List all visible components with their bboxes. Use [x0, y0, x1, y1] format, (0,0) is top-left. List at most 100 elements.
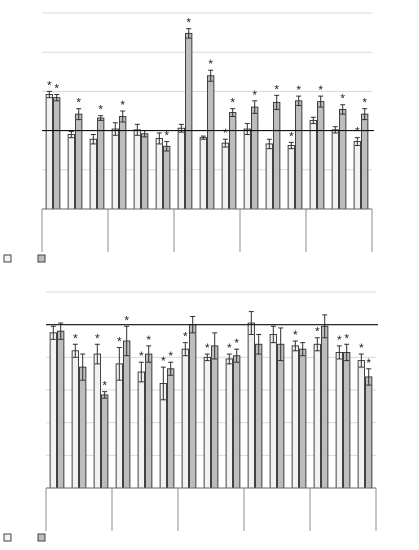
bar-48h: [277, 343, 285, 489]
bar-24h: [313, 343, 321, 489]
bar-48h: [233, 355, 241, 489]
significance-marker: *: [164, 129, 169, 143]
bar-24h: [243, 128, 251, 210]
bar-24h: [291, 345, 299, 489]
bar-48h: [123, 340, 131, 489]
significance-marker: *: [54, 82, 59, 96]
significance-marker: *: [186, 16, 191, 30]
bar-48h: [57, 330, 65, 489]
significance-marker: *: [183, 330, 188, 344]
significance-marker: *: [95, 331, 100, 345]
significance-marker: *: [296, 83, 301, 97]
bar-48h: [251, 106, 259, 210]
bar-24h: [199, 137, 207, 210]
bar-24h: [247, 322, 255, 489]
significance-marker: *: [161, 354, 166, 368]
bar-48h: [53, 97, 61, 210]
significance-marker: *: [227, 341, 232, 355]
bar-48h: [321, 325, 329, 489]
significance-marker: *: [252, 88, 257, 102]
bar-48h: [299, 348, 307, 489]
significance-marker: *: [98, 103, 103, 117]
bar-24h: [265, 143, 273, 210]
bar-48h: [207, 75, 215, 210]
bar-48h: [189, 324, 197, 489]
bar-48h: [75, 113, 83, 210]
bar-48h: [167, 368, 175, 489]
bar-24h: [45, 94, 53, 210]
bar-48h: [97, 117, 105, 210]
bar-48h: [185, 32, 193, 210]
bar-48h: [273, 101, 281, 210]
bar-24h: [49, 332, 57, 489]
significance-marker: *: [315, 325, 320, 339]
legend-swatch-48h: [37, 533, 46, 542]
bar-48h: [79, 366, 87, 489]
bar-24h: [115, 363, 123, 489]
bar-24h: [137, 371, 145, 489]
significance-marker: *: [223, 126, 228, 140]
bar-24h: [353, 141, 361, 210]
bar-24h: [71, 350, 79, 489]
significance-marker: *: [102, 379, 107, 393]
bar-48h: [343, 351, 351, 489]
bar-48h: [163, 145, 171, 210]
bar-24h: [177, 127, 185, 210]
bar-24h: [221, 142, 229, 210]
significance-marker: *: [344, 331, 349, 345]
legend-swatch-24h: [3, 254, 12, 263]
bar-24h: [89, 138, 97, 210]
bar-24h: [203, 356, 211, 489]
bar-48h: [365, 376, 373, 489]
significance-marker: *: [366, 356, 371, 370]
significance-marker: *: [337, 333, 342, 347]
significance-marker: *: [47, 78, 52, 92]
bar-48h: [255, 343, 263, 489]
panel-b-chart: * * ** *** ** ******** **: [3, 291, 378, 542]
significance-marker: *: [355, 125, 360, 139]
bar-48h: [317, 101, 325, 210]
bar-24h: [155, 137, 163, 210]
bar-48h: [141, 133, 149, 210]
bar-24h: [181, 348, 189, 489]
significance-marker: *: [168, 349, 173, 363]
bar-24h: [357, 360, 365, 489]
panel-a-chart: ** * **** ****** * * ** *: [3, 12, 374, 263]
significance-marker: *: [318, 83, 323, 97]
legend-swatch-48h: [37, 254, 46, 263]
bar-24h: [269, 334, 277, 489]
significance-marker: *: [120, 98, 125, 112]
bar-24h: [111, 128, 119, 210]
significance-marker: *: [124, 313, 129, 327]
significance-marker: *: [274, 82, 279, 96]
bar-24h: [331, 129, 339, 210]
bar-48h: [145, 353, 153, 489]
significance-marker: *: [359, 341, 364, 355]
bar-24h: [93, 353, 101, 489]
bar-48h: [295, 100, 303, 210]
bar-48h: [211, 345, 219, 489]
bar-24h: [67, 134, 75, 210]
bar-48h: [101, 394, 109, 489]
bar-24h: [225, 358, 233, 489]
significance-marker: *: [205, 341, 210, 355]
bar-24h: [309, 119, 317, 210]
legend-swatch-24h: [3, 533, 12, 542]
significance-marker: *: [208, 57, 213, 71]
bar-24h: [287, 145, 295, 210]
significance-marker: *: [76, 96, 81, 110]
significance-marker: *: [230, 96, 235, 110]
bar-48h: [339, 108, 347, 210]
significance-marker: *: [117, 335, 122, 349]
bar-48h: [229, 112, 237, 210]
significance-marker: *: [139, 349, 144, 363]
significance-marker: *: [289, 129, 294, 143]
bar-48h: [361, 113, 369, 210]
bar-24h: [133, 129, 141, 210]
significance-marker: *: [293, 328, 298, 342]
significance-marker: *: [146, 333, 151, 347]
significance-marker: *: [362, 96, 367, 110]
significance-marker: *: [73, 331, 78, 345]
significance-marker: *: [234, 336, 239, 350]
